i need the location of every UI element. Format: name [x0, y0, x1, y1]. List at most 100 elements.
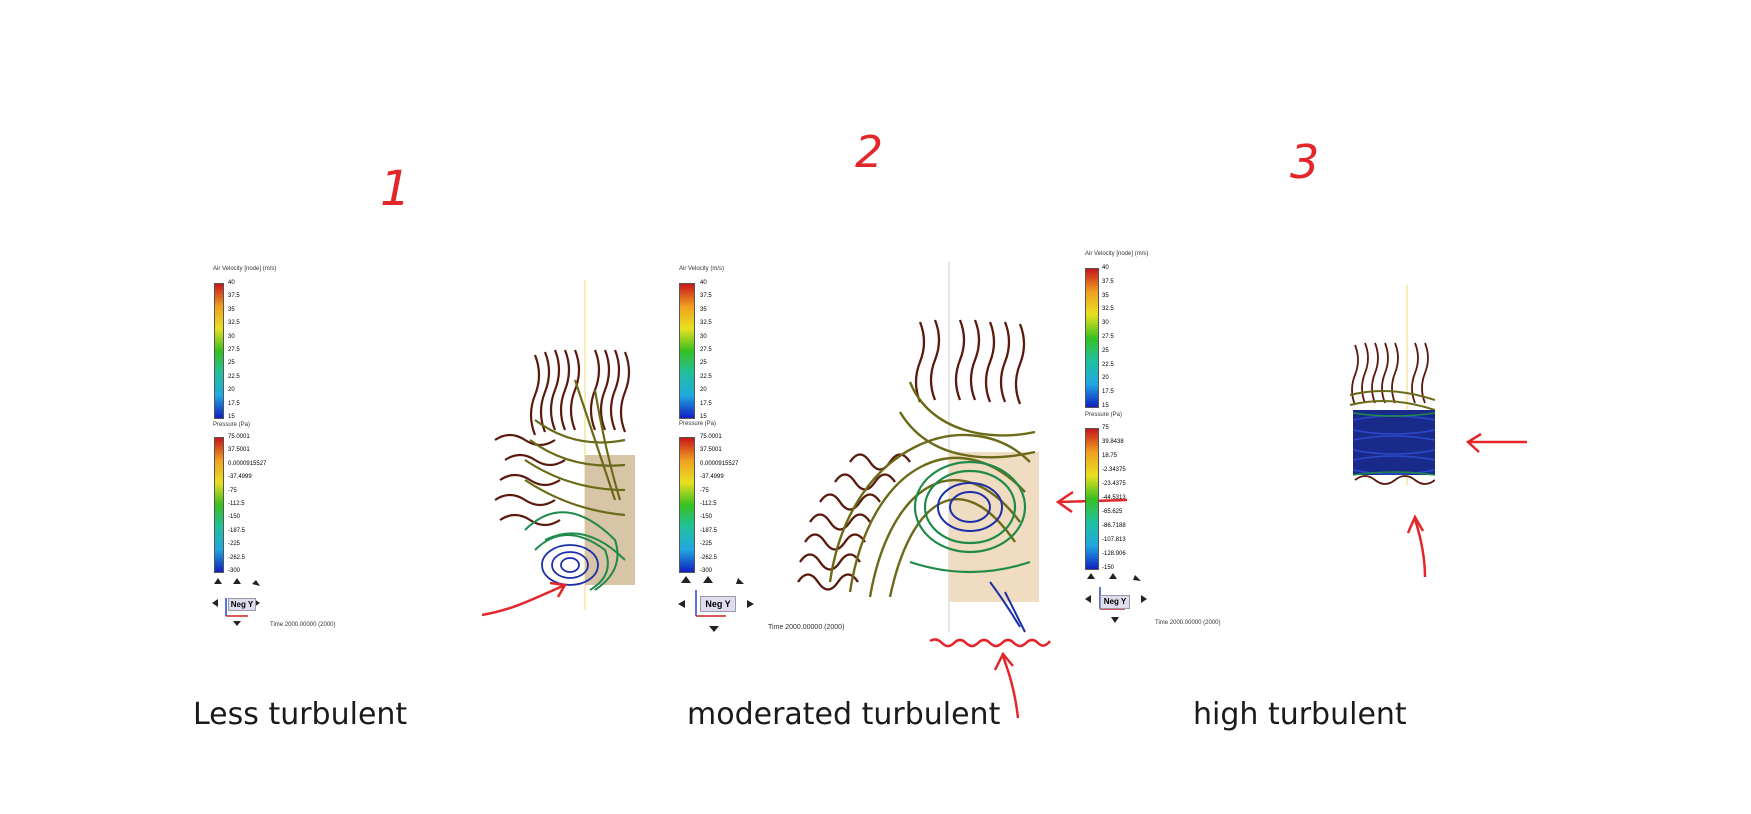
colorbar-tick-label: -86.7188	[1102, 523, 1126, 529]
colorbar-tick-label: 37.5	[700, 293, 712, 300]
colorbar-tick-label: -128.906	[1102, 551, 1126, 557]
colorbar-tick-label: -187.5	[700, 527, 718, 534]
view-label-1[interactable]: Neg Y	[228, 598, 256, 611]
caption-2: moderated turbulent	[687, 697, 1001, 732]
streamline-plot-3	[1349, 285, 1435, 485]
velocity-colorbar-2	[679, 283, 695, 419]
colorbar-tick-label: 32.5	[228, 320, 240, 327]
colorbar-tick-label: 22.5	[1102, 361, 1114, 368]
colorbar-tick-label: 40	[228, 280, 235, 286]
pressure-colorbar-3	[1085, 428, 1099, 570]
colorbar-tick-label: -262.5	[700, 554, 718, 561]
colorbar-tick-label: 17.5	[228, 400, 240, 407]
colorbar-tick-label: 22.5	[700, 373, 712, 380]
pressure-legend-2: Pressure (Pa)	[679, 421, 716, 427]
caption-1: Less turbulent	[193, 697, 408, 732]
panel-number-1: 1	[380, 161, 411, 217]
colorbar-tick-label: -225	[700, 541, 713, 548]
velocity-legend-title-3: Air Velocity [node] (m/s)	[1085, 251, 1149, 257]
colorbar-tick-label: 27.5	[228, 347, 240, 353]
pressure-legend-title-3: Pressure (Pa)	[1085, 412, 1123, 418]
time-text-1: Time 2000.00000 (2000)	[270, 622, 336, 628]
velocity-legend-title-2: Air Velocity (m/s)	[679, 266, 725, 272]
colorbar-tick-label: 37.5001	[700, 447, 722, 454]
colorbar-tick-label: -2.34375	[1102, 467, 1126, 473]
colorbar-tick-label: -150	[700, 514, 713, 521]
colorbar-tick-label: -75	[700, 487, 709, 494]
colorbar-tick-label: 32.5	[1102, 306, 1114, 313]
colorbar-tick-label: -107.813	[1102, 537, 1126, 543]
colorbar-tick-label: 25	[1102, 347, 1109, 354]
colorbar-tick-label: 15	[1102, 403, 1109, 409]
panel-number-2-text: 2	[855, 127, 883, 178]
colorbar-tick-label: 15	[700, 414, 707, 420]
colorbar-tick-label: -150	[228, 514, 241, 521]
colorbar-tick-label: 37.5	[1102, 278, 1114, 285]
colorbar-tick-label: 37.5	[228, 293, 240, 300]
colorbar-tick-label: -225	[228, 541, 241, 548]
colorbar-tick-label: 30	[700, 333, 707, 340]
colorbar-tick-label: 30	[228, 333, 235, 340]
colorbar-tick-label: 17.5	[1102, 389, 1114, 396]
pressure-legend-title-1: Pressure (Pa)	[213, 422, 251, 428]
colorbar-tick-label: 75	[1102, 425, 1109, 431]
streamline-plot-2	[797, 262, 1039, 633]
colorbar-tick-label: 0.0000915527	[228, 460, 267, 467]
colorbar-tick-label: 20	[1102, 375, 1109, 382]
annotation-arrow-3-side	[1465, 432, 1527, 453]
colorbar-tick-label: -262.5	[228, 554, 246, 561]
velocity-legend-title-1: Air Velocity [node] (m/s)	[213, 266, 277, 272]
streamline-plot-1	[494, 280, 635, 610]
colorbar-tick-label: -187.5	[228, 527, 246, 534]
colorbar-tick-label: 17.5	[700, 400, 712, 407]
colorbar-tick-label: 30	[1102, 320, 1109, 327]
colorbar-tick-label: -300	[700, 568, 713, 574]
pressure-colorbar-2	[679, 437, 695, 573]
panel-number-3-text: 3	[1290, 135, 1319, 189]
pressure-legend-3: Pressure (Pa)	[1085, 412, 1122, 418]
velocity-legend-3: Air Velocity [node] (m/s)	[1085, 251, 1148, 257]
colorbar-tick-label: 35	[700, 306, 707, 313]
velocity-legend-2: Air Velocity (m/s)	[679, 266, 724, 272]
panel-number-1-text: 1	[380, 161, 411, 217]
colorbar-tick-label: 40	[1102, 265, 1109, 271]
velocity-colorbar-3	[1085, 268, 1099, 408]
colorbar-tick-label: -150	[1102, 565, 1115, 571]
colorbar-tick-label: -75	[228, 487, 237, 494]
colorbar-tick-label: -300	[228, 568, 241, 574]
colorbar-tick-label: 15	[228, 414, 235, 420]
colorbar-tick-label: 25	[700, 360, 707, 367]
annotation-arrow-2-bottom	[993, 651, 1020, 719]
colorbar-tick-label: 35	[1102, 292, 1109, 299]
colorbar-tick-label: 75.0001	[228, 434, 250, 440]
colorbar-tick-label: -112.5	[700, 501, 717, 507]
annotation-arrow-1	[481, 581, 568, 617]
velocity-legend-1: Air Velocity [node] (m/s)	[213, 266, 276, 272]
colorbar-tick-label: 32.5	[700, 320, 712, 327]
axis-triad-2	[678, 576, 754, 632]
colorbar-tick-label: 22.5	[228, 373, 240, 380]
view-label-2[interactable]: Neg Y	[700, 596, 736, 612]
velocity-colorbar-1	[214, 283, 224, 419]
annotation-squiggle-2	[929, 638, 1051, 648]
colorbar-tick-label: -65.625	[1102, 509, 1123, 515]
colorbar-tick-label: 25	[228, 360, 235, 367]
colorbar-tick-label: 40	[700, 280, 707, 286]
colorbar-tick-label: 27.5	[1102, 334, 1114, 340]
colorbar-tick-label: -37.4999	[228, 474, 252, 481]
colorbar-tick-label: -112.5	[228, 501, 245, 507]
pressure-legend-title-2: Pressure (Pa)	[679, 421, 717, 427]
pressure-colorbar-1	[214, 437, 224, 573]
colorbar-tick-label: 0.0000915527	[700, 460, 739, 467]
view-label-3[interactable]: Neg Y	[1100, 595, 1130, 609]
annotation-arrow-3-bottom	[1406, 514, 1427, 578]
panel-number-2: 2	[855, 127, 883, 178]
colorbar-tick-label: -23.4375	[1102, 481, 1126, 487]
colorbar-tick-label: -44.5313	[1102, 495, 1126, 501]
colorbar-tick-label: 20	[228, 387, 235, 394]
panel-number-3: 3	[1290, 135, 1319, 189]
colorbar-tick-label: 18.75	[1102, 453, 1118, 459]
pressure-legend-1: Pressure (Pa)	[213, 422, 250, 428]
colorbar-tick-label: 75.0001	[700, 434, 722, 440]
colorbar-tick-label: 37.5001	[228, 447, 250, 454]
